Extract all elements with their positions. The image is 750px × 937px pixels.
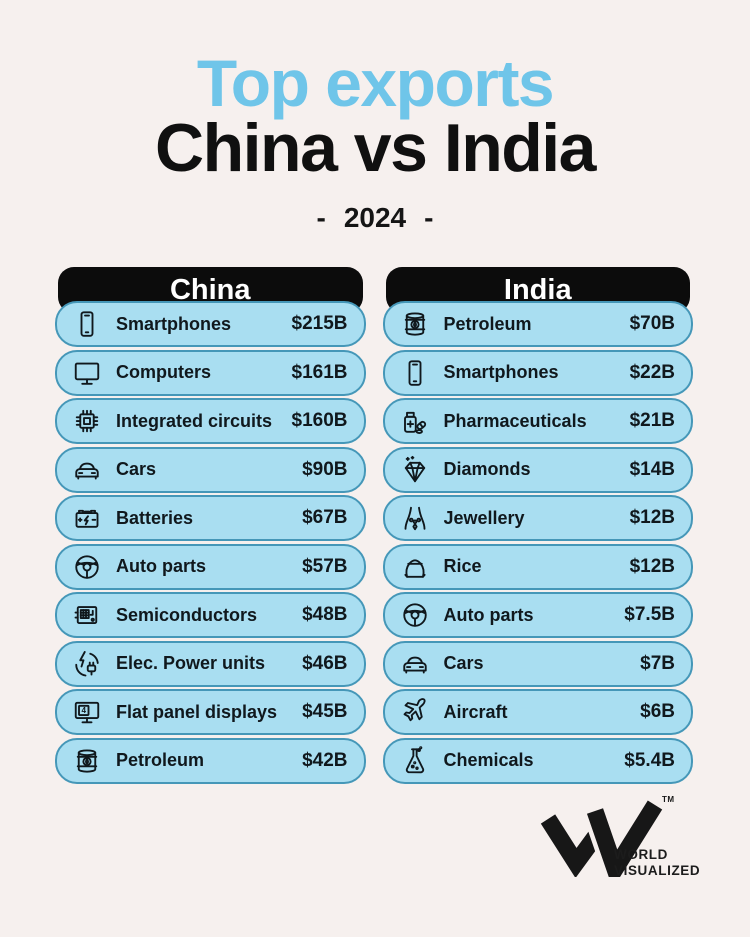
export-label: Flat panel displays [116, 701, 278, 722]
export-label: Computers [116, 362, 212, 382]
export-row: Semiconductors $48B [55, 592, 366, 638]
export-label: Chemicals [443, 750, 534, 770]
integrated-circuit-icon [69, 406, 105, 436]
export-value: $46B [302, 652, 348, 674]
export-value: $48B [302, 604, 348, 625]
china-column: China Smartphones $215B Computers $161B Inte… [55, 267, 366, 784]
dash-right: - [424, 202, 434, 233]
flat-panel-icon: 4 [69, 697, 105, 727]
dash-left: - [316, 202, 326, 233]
export-label: Elec. Power units [116, 653, 266, 673]
export-row: Petroleum $70B [382, 301, 693, 347]
export-label: Aircraft [443, 701, 508, 722]
car-icon [397, 649, 433, 679]
necklace-icon [397, 503, 433, 533]
export-row: Integrated circuits $160B [55, 398, 366, 444]
export-label: Petroleum [443, 313, 532, 334]
export-value: $57B [302, 555, 348, 577]
power-plug-icon [69, 649, 105, 679]
steering-wheel-icon [397, 600, 433, 630]
trademark-label: TM [662, 795, 675, 804]
export-value: $12B [629, 507, 675, 528]
export-row: Cars $90B [55, 446, 366, 493]
brand-line-1: WORLD [614, 847, 668, 862]
smartphone-icon [397, 358, 433, 388]
export-label: Auto parts [443, 604, 534, 625]
export-label: Smartphones [443, 362, 559, 382]
brand-name: WORLD VISUALIZED [614, 847, 700, 879]
export-value: $21B [629, 410, 675, 431]
export-row: Diamonds $14B [382, 446, 693, 493]
export-label: Batteries [116, 507, 194, 528]
export-value: $7.5B [624, 604, 675, 625]
computer-icon [69, 358, 105, 388]
export-row: Batteries $67B [55, 495, 366, 541]
export-row: Elec. Power units $46B [55, 640, 366, 687]
export-row: Chemicals $5.4B [382, 737, 693, 784]
export-label: Petroleum [116, 750, 205, 770]
page-subtitle: China vs India [155, 110, 597, 186]
export-value: $215B [291, 313, 348, 334]
export-label: Jewellery [443, 507, 525, 528]
export-row: Smartphones $22B [382, 349, 693, 396]
export-row: Aircraft $6B [382, 689, 693, 735]
export-row: Rice $12B [382, 543, 693, 590]
export-row: 4 Flat panel displays $45B [55, 689, 366, 735]
export-value: $6B [640, 701, 675, 722]
export-label: Diamonds [443, 459, 531, 479]
export-value: $90B [302, 458, 348, 480]
export-row: Computers $161B [55, 349, 366, 396]
export-value: $161B [291, 361, 348, 383]
export-value: $12B [629, 555, 675, 577]
export-value: $5.4B [624, 749, 675, 771]
semiconductor-icon [69, 600, 105, 630]
export-row: Pharmaceuticals $21B [382, 398, 693, 444]
export-value: $45B [302, 701, 348, 722]
export-label: Integrated circuits [116, 410, 273, 431]
pharmaceuticals-icon [397, 406, 433, 436]
export-row: Auto parts $7.5B [382, 592, 693, 638]
export-row: Smartphones $215B [55, 301, 366, 347]
svg-text:4: 4 [81, 706, 86, 715]
export-row: Auto parts $57B [55, 543, 366, 590]
flask-icon [397, 745, 433, 776]
smartphone-icon [69, 309, 105, 339]
export-value: $70B [629, 313, 675, 334]
columns-container: China Smartphones $215B Computers $161B Inte… [55, 267, 693, 784]
export-label: Pharmaceuticals [443, 410, 587, 431]
export-value: $22B [629, 361, 675, 383]
oil-barrel-icon [397, 309, 433, 339]
page-title: Top exports [196, 46, 555, 120]
export-value: $7B [640, 652, 675, 674]
oil-barrel-icon [69, 746, 105, 776]
rice-sack-icon [397, 552, 433, 582]
export-row: Petroleum $42B [55, 737, 366, 784]
steering-wheel-icon [69, 552, 105, 582]
diamond-icon [397, 455, 433, 485]
wv-logo-icon [540, 798, 667, 877]
export-row: Jewellery $12B [382, 495, 693, 541]
export-label: Semiconductors [116, 604, 258, 625]
export-label: Smartphones [116, 313, 232, 334]
battery-icon [69, 503, 105, 533]
export-value: $14B [629, 458, 675, 480]
export-label: Cars [116, 459, 157, 479]
year-value: 2024 [343, 202, 407, 233]
export-label: Auto parts [116, 556, 206, 576]
china-rows: Smartphones $215B Computers $161B Integrated… [55, 301, 366, 784]
brand-line-2: VISUALIZED [614, 862, 701, 878]
export-value: $160B [291, 410, 348, 431]
export-label: Rice [443, 556, 482, 576]
export-value: $42B [302, 749, 348, 771]
india-column: India Petroleum $70B Smartphones $22B Pharma… [382, 267, 693, 784]
year-label: - 2024 - [0, 202, 750, 234]
export-label: Cars [443, 653, 484, 673]
export-value: $67B [302, 507, 348, 528]
car-icon [69, 455, 105, 485]
india-rows: Petroleum $70B Smartphones $22B Pharmaceutic… [382, 301, 693, 784]
brand-logo: TM WORLD VISUALIZED [540, 795, 750, 892]
aircraft-icon [397, 697, 433, 727]
export-row: Cars $7B [382, 640, 693, 687]
